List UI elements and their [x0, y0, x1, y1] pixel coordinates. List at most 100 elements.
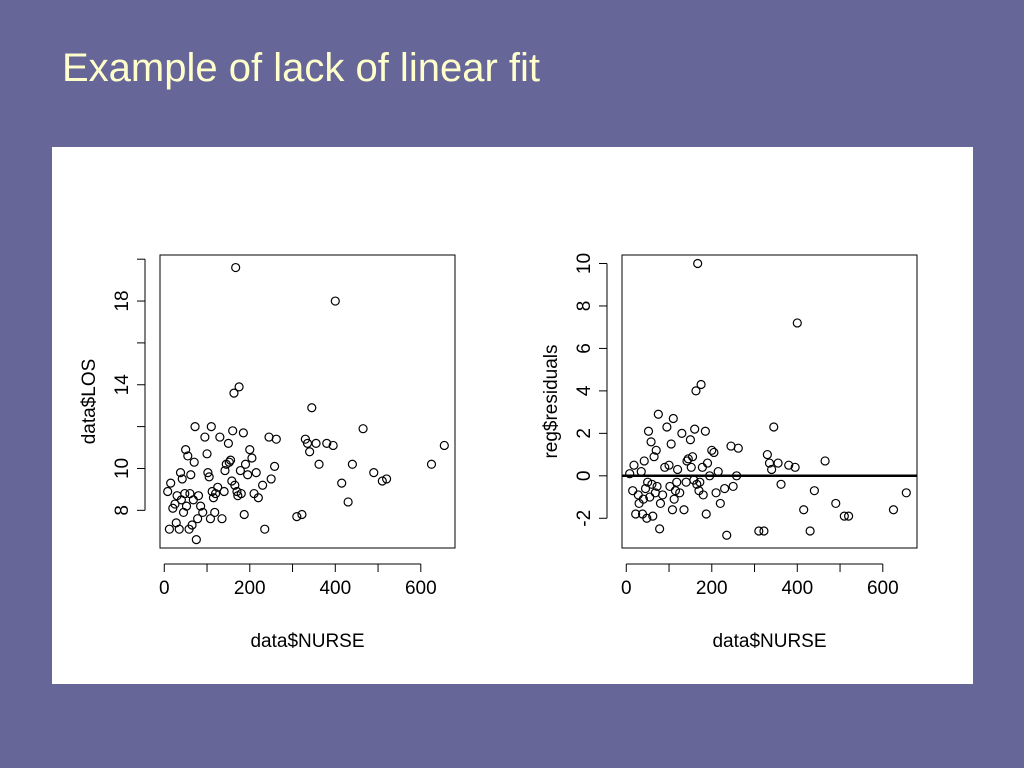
x-tick-label: 200 — [234, 578, 266, 599]
data-point — [685, 435, 696, 445]
data-point — [189, 457, 199, 467]
data-point — [773, 458, 783, 468]
data-point — [377, 476, 387, 486]
data-point — [196, 501, 206, 511]
data-point — [769, 422, 779, 432]
y-tick-label: -2 — [574, 510, 595, 527]
y-tick-label: 6 — [574, 343, 595, 354]
data-point — [239, 509, 249, 520]
data-point — [181, 445, 191, 455]
data-point — [314, 459, 324, 469]
data-point — [709, 447, 719, 458]
data-point — [215, 432, 225, 442]
data-point — [225, 455, 236, 465]
data-point — [701, 509, 711, 519]
y-axis: 8 10 14 18 — [112, 258, 146, 516]
data-point — [224, 457, 234, 467]
data-point — [188, 495, 198, 505]
chart-1: 0 200 400 600 data$NURSE 8 10 14 18 data$LOS — [79, 254, 456, 652]
x-tick-label: 0 — [159, 578, 170, 599]
data-point — [629, 460, 639, 470]
data-point — [628, 486, 638, 496]
data-point — [731, 471, 742, 481]
x-tick-label: 600 — [867, 578, 899, 599]
data-point — [695, 477, 705, 487]
data-point — [705, 471, 715, 481]
data-point — [707, 445, 717, 455]
data-point — [177, 474, 187, 484]
data-point — [901, 488, 911, 498]
data-point — [642, 513, 652, 523]
data-point — [258, 480, 268, 490]
y-axis: -2 0 2 4 6 8 10 — [574, 253, 608, 527]
data-point — [696, 379, 706, 390]
data-point — [809, 486, 819, 496]
data-point — [307, 403, 317, 413]
data-point — [790, 462, 800, 472]
data-point — [358, 424, 368, 434]
data-point — [247, 453, 257, 463]
data-point — [305, 447, 315, 457]
data-point — [202, 449, 212, 459]
y-tick-label: 8 — [112, 505, 133, 516]
data-point — [253, 493, 263, 503]
data-point — [839, 511, 849, 521]
data-point — [831, 498, 841, 509]
data-point — [720, 483, 730, 494]
data-point — [260, 524, 270, 534]
data-point — [311, 438, 321, 448]
y-axis-label: data$LOS — [79, 359, 100, 445]
data-point — [669, 494, 679, 504]
data-point — [183, 451, 193, 461]
x-tick-label: 400 — [781, 578, 813, 599]
data-point — [655, 498, 666, 509]
data-point — [728, 481, 738, 492]
data-point — [223, 438, 234, 448]
data-point — [631, 509, 641, 519]
data-point — [204, 472, 214, 482]
data-point — [653, 409, 663, 419]
data-point — [439, 440, 449, 451]
data-point — [662, 422, 672, 432]
data-point — [234, 382, 244, 392]
data-point — [180, 488, 190, 499]
data-point — [690, 424, 700, 434]
y-axis-label: reg$residuals — [541, 344, 562, 458]
data-point — [711, 488, 721, 498]
x-tick-label: 200 — [696, 578, 728, 599]
data-point — [681, 477, 691, 487]
data-point — [693, 258, 703, 269]
data-point — [805, 526, 815, 536]
y-tick-label: 14 — [112, 374, 133, 396]
data-point — [668, 413, 678, 424]
data-point — [166, 478, 176, 488]
data-point — [243, 470, 253, 480]
data-point — [670, 486, 681, 496]
data-point — [687, 452, 698, 462]
data-point — [232, 486, 242, 497]
y-tick-label: 18 — [112, 290, 133, 311]
data-point — [776, 479, 786, 489]
data-point — [170, 499, 180, 509]
data-point — [219, 486, 229, 497]
data-point — [759, 526, 769, 536]
data-point — [697, 462, 707, 472]
data-point — [322, 438, 332, 448]
data-point — [636, 466, 646, 477]
data-point — [820, 456, 830, 466]
x-tick-label: 400 — [319, 578, 351, 599]
y-tick-label: 10 — [112, 458, 133, 479]
data-point — [381, 474, 392, 484]
data-point — [658, 490, 668, 500]
data-point — [633, 490, 643, 500]
data-point — [686, 462, 696, 472]
data-point — [702, 458, 713, 468]
data-point — [639, 456, 649, 466]
data-point — [700, 426, 710, 436]
data-point — [245, 445, 255, 455]
data-point — [181, 501, 192, 511]
data-point — [660, 462, 670, 472]
figure-canvas: 0 200 400 600 data$NURSE 8 10 14 18 data$LOS 0 200 4… — [79, 253, 918, 652]
plot-frame — [621, 254, 918, 549]
data-point — [190, 422, 200, 432]
